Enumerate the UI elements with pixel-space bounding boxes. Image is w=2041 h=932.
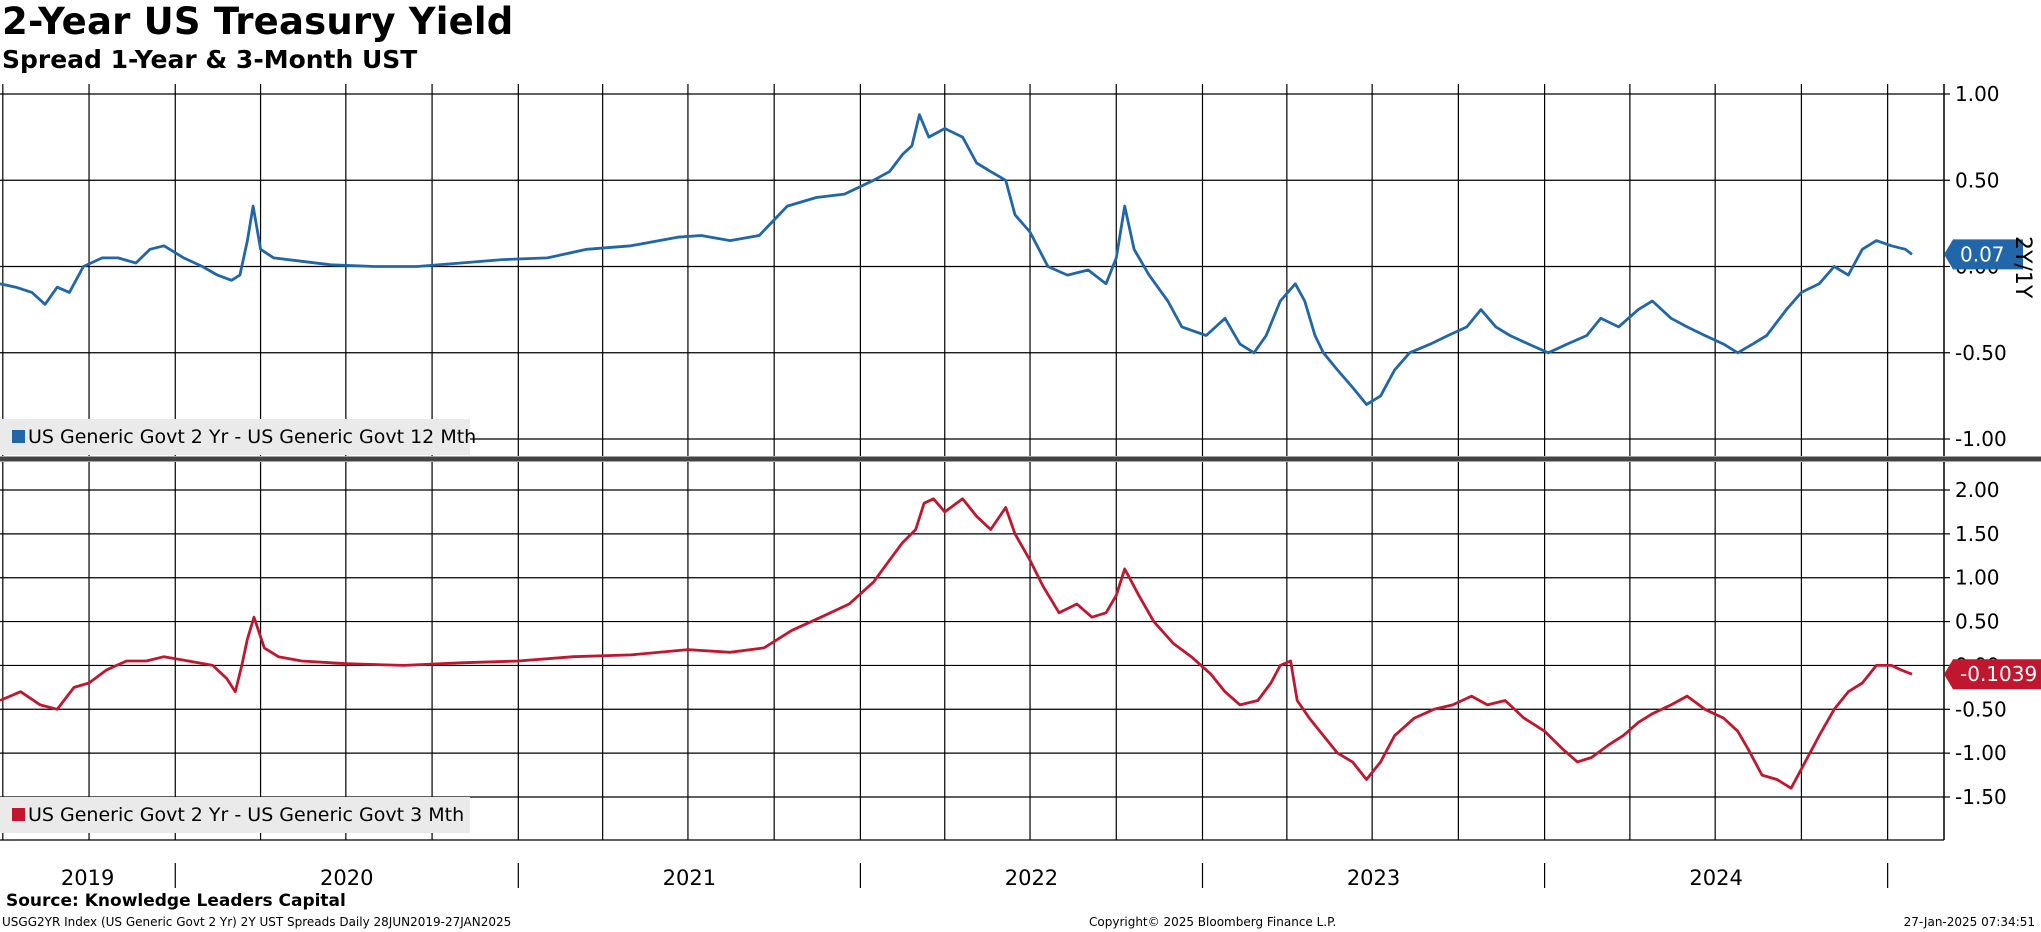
y-tick-label: 0.50 [1955,168,2000,192]
footer-description: USGG2YR Index (US Generic Govt 2 Yr) 2Y … [2,915,512,929]
footer-timestamp: 27-Jan-2025 07:34:51 [1903,915,2035,929]
y-axis-title: 2Y/1Y [2010,236,2035,299]
x-tick-label: 2024 [1689,866,1742,890]
series-line [0,113,1913,406]
x-tick-label: 2021 [663,866,716,890]
series-line [0,497,1913,790]
y-tick-label: 1.50 [1955,522,2000,546]
y-tick-label: -1.50 [1955,785,2007,809]
y-tick-label: -1.00 [1955,427,2007,451]
y-tick-label: 2.00 [1955,478,2000,502]
source-note: Source: Knowledge Leaders Capital [6,891,346,911]
y-tick-label: 1.00 [1955,82,2000,106]
legend-swatch [12,430,25,443]
chart-subtitle: Spread 1-Year & 3-Month UST [2,45,418,74]
chart-title: 2-Year US Treasury Yield [2,0,514,43]
x-tick-label: 2020 [320,866,373,890]
y-tick-label: -0.50 [1955,341,2007,365]
legend-label: US Generic Govt 2 Yr - US Generic Govt 1… [28,426,476,448]
legend-box [0,419,470,455]
x-tick-label: 2023 [1347,866,1400,890]
legend-box [0,797,470,833]
y-tick-label: -1.00 [1955,741,2007,765]
x-tick-label: 2019 [61,866,114,890]
last-value-tag [1944,239,2023,270]
last-value-tag [1944,659,2041,690]
legend-swatch [12,808,25,821]
last-value-label: -0.1039 [1960,662,2037,686]
footer-copyright: Copyright© 2025 Bloomberg Finance L.P. [1089,915,1337,929]
x-tick-label: 2022 [1005,866,1058,890]
y-tick-label: 1.00 [1955,566,2000,590]
y-tick-label: 0.50 [1955,610,2000,634]
legend-label: US Generic Govt 2 Yr - US Generic Govt 3… [28,804,464,826]
y-tick-label: -0.50 [1955,697,2007,721]
last-value-label: 0.07 [1960,242,2005,266]
